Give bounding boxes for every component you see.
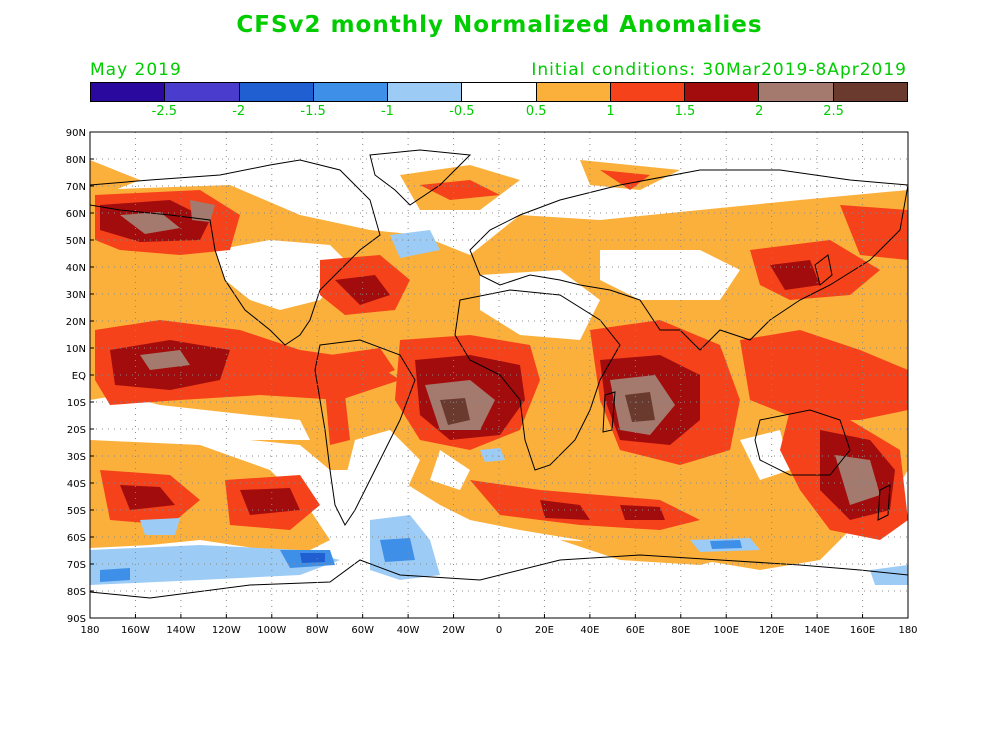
lon-tick-label: 100E xyxy=(714,625,739,636)
colorbar-swatch xyxy=(685,83,760,101)
lat-tick-label: 20S xyxy=(67,425,86,436)
lon-tick-label: 40E xyxy=(580,625,599,636)
colorbar-label: 2 xyxy=(755,104,764,119)
lon-tick-label: 80E xyxy=(671,625,690,636)
anomaly-field xyxy=(90,160,908,585)
initial-conditions-label: Initial conditions: 30Mar2019-8Apr2019 xyxy=(531,60,907,80)
new-zealand-outline xyxy=(877,484,891,521)
lat-tick-label: 60S xyxy=(67,533,86,544)
colorbar-label: -1 xyxy=(380,104,394,119)
lon-tick-label: 40W xyxy=(397,625,420,636)
longitude-axis: 180 160W 140W 120W 100W 80W 60W 40W 20W 0 20E 40E 60… xyxy=(80,614,918,636)
lat-tick-label: 90N xyxy=(66,128,86,139)
lon-tick-label: 60W xyxy=(351,625,374,636)
lon-tick-label: 140W xyxy=(166,625,195,636)
japan-outline xyxy=(814,254,833,286)
colorbar-label: 0.5 xyxy=(525,104,547,119)
lat-tick-label: 90S xyxy=(67,614,86,625)
colorbar-swatch xyxy=(833,83,907,101)
madagascar-outline xyxy=(602,391,616,433)
lat-tick-label: 80S xyxy=(67,587,86,598)
lon-tick-label: 160E xyxy=(850,625,875,636)
lat-tick-label: 50S xyxy=(67,506,86,517)
lon-tick-label: 80W xyxy=(306,625,329,636)
lat-tick-label: 30S xyxy=(67,452,86,463)
lon-tick-label: 100W xyxy=(257,625,286,636)
anomaly-level-neg-1-5 xyxy=(300,553,325,563)
colorbar-swatch xyxy=(388,83,463,101)
lon-tick-label: 60E xyxy=(626,625,645,636)
lat-tick-label: 30N xyxy=(66,290,86,301)
africa-outline xyxy=(454,289,621,471)
colorbar-swatch xyxy=(313,83,389,101)
lat-tick-label: 40N xyxy=(66,263,86,274)
lon-tick-label: 0 xyxy=(496,625,502,636)
lat-tick-label: 70S xyxy=(67,560,86,571)
lat-tick-label: EQ xyxy=(72,371,86,382)
colorbar-swatch xyxy=(239,83,314,101)
antarctica-outline xyxy=(90,554,908,599)
colorbar-label: 1 xyxy=(606,104,615,119)
colorbar-label: 1.5 xyxy=(674,104,696,119)
lat-tick-label: 70N xyxy=(66,182,86,193)
latitude-axis: 90N 80N 70N 60N 50N 40N 30N 20N 10N EQ 10S 20S 30S 40… xyxy=(66,128,94,625)
lon-tick-label: 160W xyxy=(121,625,150,636)
colorbar-swatch xyxy=(91,83,166,101)
colorbar xyxy=(90,82,908,102)
lon-tick-label: 140E xyxy=(804,625,829,636)
colorbar-swatch xyxy=(759,83,834,101)
lat-tick-label: 10N xyxy=(66,344,86,355)
lon-tick-label: 120E xyxy=(759,625,784,636)
europe-asia-outline xyxy=(469,169,908,351)
colorbar-swatch xyxy=(165,83,240,101)
colorbar-swatch xyxy=(462,83,537,101)
lat-tick-label: 10S xyxy=(67,398,86,409)
lat-tick-label: 20N xyxy=(66,317,86,328)
lon-tick-label: 120W xyxy=(212,625,241,636)
lat-tick-label: 40S xyxy=(67,479,86,490)
lon-tick-label: 20E xyxy=(535,625,554,636)
north-america-outline xyxy=(90,159,381,346)
lat-tick-label: 60N xyxy=(66,209,86,220)
colorbar-label: -0.5 xyxy=(449,104,475,119)
lon-tick-label: 180 xyxy=(80,625,99,636)
lon-tick-label: 180 xyxy=(898,625,917,636)
colorbar-swatch xyxy=(536,83,611,101)
colorbar-label: -2 xyxy=(232,104,246,119)
lat-tick-label: 80N xyxy=(66,155,86,166)
colorbar-label: -1.5 xyxy=(300,104,326,119)
australia-outline xyxy=(754,409,851,476)
anomaly-level-3 xyxy=(440,392,655,425)
colorbar-label: 2.5 xyxy=(823,104,844,119)
graticule xyxy=(90,132,908,618)
greenland-outline xyxy=(369,149,472,206)
colorbar-label: -2.5 xyxy=(151,104,178,119)
lon-tick-label: 20W xyxy=(442,625,465,636)
anomaly-level-neg-0-5 xyxy=(90,230,908,585)
lat-tick-label: 50N xyxy=(66,236,86,247)
colorbar-swatch xyxy=(610,83,686,101)
map-title: CFSv2 monthly Normalized Anomalies xyxy=(236,12,763,38)
valid-month-label: May 2019 xyxy=(90,60,182,80)
